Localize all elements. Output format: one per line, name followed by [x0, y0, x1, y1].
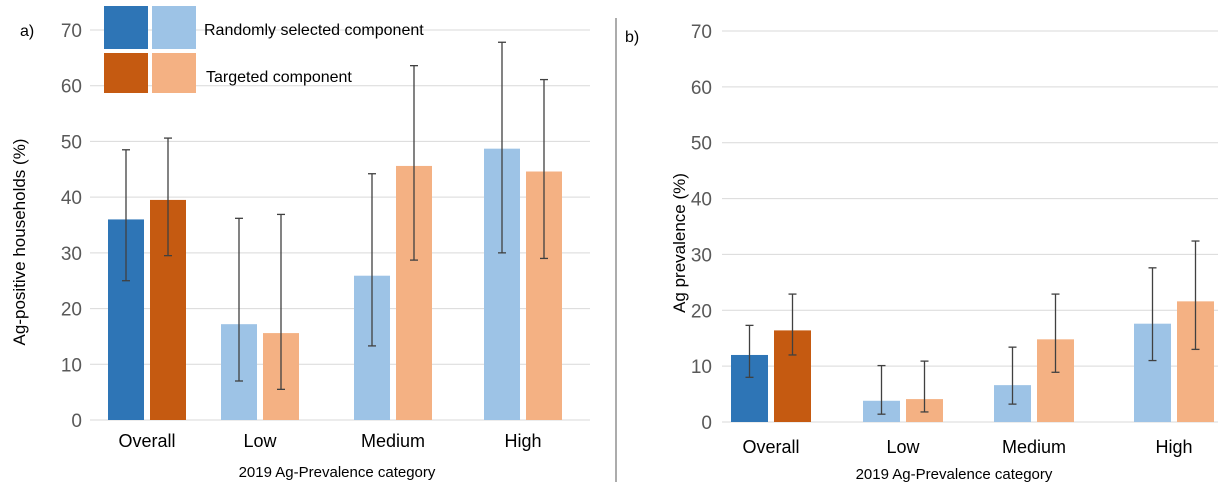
y-tick-label: 20 — [691, 301, 712, 322]
panel-b-y-ticks: 0 10 20 30 40 50 60 70 — [691, 22, 712, 434]
y-tick-label: 50 — [691, 134, 712, 155]
y-tick-label: 0 — [71, 411, 82, 432]
legend-swatch-targeted-dark — [104, 53, 148, 93]
panel-b-x-axis-label: 2019 Ag-Prevalence category — [856, 466, 1053, 483]
panel-a-error-bars — [122, 41, 548, 391]
y-tick-label: 70 — [691, 22, 712, 43]
x-tick-label: High — [1155, 437, 1192, 457]
y-tick-label: 20 — [61, 300, 82, 321]
x-tick-label: Overall — [118, 431, 175, 451]
panel-b-error-bars — [745, 240, 1200, 415]
x-tick-label: Low — [886, 437, 920, 457]
panel-b-x-ticks: Overall Low Medium High — [742, 437, 1192, 457]
y-tick-label: 70 — [61, 21, 82, 42]
legend-label-random: Randomly selected component — [204, 22, 424, 39]
y-tick-label: 30 — [691, 245, 712, 266]
x-tick-label: Overall — [742, 437, 799, 457]
x-tick-label: Medium — [361, 431, 425, 451]
legend-swatch-random-light — [152, 6, 196, 49]
y-tick-label: 60 — [691, 78, 712, 99]
panel-a-label: a) — [20, 23, 34, 40]
panel-b-label: b) — [625, 29, 639, 46]
panel-a-y-axis-label: Ag-positive households (%) — [10, 139, 29, 346]
y-tick-label: 60 — [61, 77, 82, 98]
legend-label-targeted: Targeted component — [206, 69, 352, 86]
y-tick-label: 0 — [701, 413, 712, 434]
y-tick-label: 30 — [61, 244, 82, 265]
panel-a-x-axis-label: 2019 Ag-Prevalence category — [239, 464, 436, 481]
panel-a-x-ticks: Overall Low Medium High — [118, 431, 541, 451]
y-tick-label: 10 — [61, 355, 82, 376]
legend-swatch-targeted-light — [152, 53, 196, 93]
x-tick-label: Medium — [1002, 437, 1066, 457]
panel-b-bars — [731, 301, 1214, 422]
y-tick-label: 40 — [61, 188, 82, 209]
panel-a-y-ticks: 0 10 20 30 40 50 60 70 — [61, 21, 82, 432]
legend-swatch-random-dark — [104, 6, 148, 49]
panel-b-y-axis-label: Ag prevalence (%) — [670, 173, 689, 313]
x-tick-label: Low — [243, 431, 277, 451]
panel-a-bars — [108, 148, 562, 420]
x-tick-label: High — [504, 431, 541, 451]
legend: Randomly selected component Targeted com… — [104, 6, 424, 93]
y-tick-label: 40 — [691, 190, 712, 211]
y-tick-label: 10 — [691, 357, 712, 378]
y-tick-label: 50 — [61, 132, 82, 153]
